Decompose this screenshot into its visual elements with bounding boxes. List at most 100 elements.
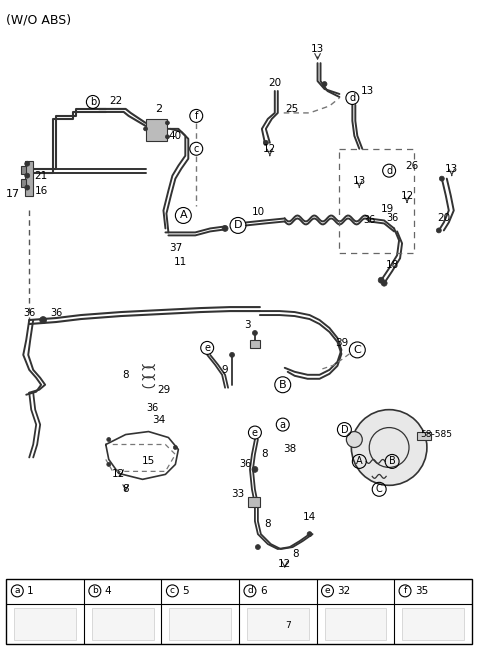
Text: 8: 8 <box>122 484 129 495</box>
Text: 14: 14 <box>303 512 316 522</box>
Text: 4: 4 <box>105 586 111 596</box>
Bar <box>247 608 309 640</box>
Text: 20: 20 <box>437 214 450 223</box>
Circle shape <box>436 228 441 233</box>
Text: C: C <box>353 345 361 355</box>
Text: 11: 11 <box>174 257 187 267</box>
Text: b: b <box>92 586 98 595</box>
Text: 34: 34 <box>152 415 165 424</box>
Text: 26: 26 <box>406 160 419 171</box>
Text: 35: 35 <box>415 586 428 596</box>
Bar <box>250 340 260 348</box>
Bar <box>348 618 363 629</box>
Circle shape <box>229 352 235 358</box>
Text: 8: 8 <box>122 370 129 380</box>
Text: f: f <box>194 111 198 121</box>
Bar <box>43 620 51 627</box>
Text: 2: 2 <box>155 104 162 114</box>
Text: A: A <box>356 457 362 466</box>
Text: (W/O ABS): (W/O ABS) <box>6 13 72 26</box>
Bar <box>169 608 231 640</box>
Bar <box>343 614 367 633</box>
Bar <box>115 616 131 631</box>
Circle shape <box>378 277 384 283</box>
Circle shape <box>166 135 169 139</box>
Bar <box>118 619 128 629</box>
Bar <box>339 149 414 253</box>
Text: b: b <box>90 97 96 107</box>
Text: 6: 6 <box>260 586 266 596</box>
Bar <box>6 579 472 644</box>
Circle shape <box>351 409 427 485</box>
Bar <box>145 119 168 141</box>
Circle shape <box>255 544 260 550</box>
Text: 36: 36 <box>50 308 62 318</box>
Text: 12: 12 <box>400 191 414 200</box>
Text: 38: 38 <box>283 445 296 455</box>
Text: e: e <box>324 586 330 595</box>
Circle shape <box>144 127 147 131</box>
Text: 39: 39 <box>335 338 348 348</box>
Text: 19: 19 <box>381 204 394 214</box>
Bar <box>192 614 208 633</box>
Bar <box>14 608 76 640</box>
Text: 15: 15 <box>142 457 155 466</box>
Text: 58-585: 58-585 <box>420 430 452 439</box>
Text: 36: 36 <box>363 215 375 225</box>
Text: 36: 36 <box>23 308 36 318</box>
Bar <box>21 166 26 174</box>
Text: B: B <box>279 380 287 390</box>
Text: c: c <box>193 143 199 154</box>
Circle shape <box>25 173 30 178</box>
Text: 21: 21 <box>35 171 48 181</box>
Text: 18: 18 <box>385 260 399 271</box>
Circle shape <box>25 161 30 166</box>
Text: d: d <box>247 586 253 595</box>
Text: 13: 13 <box>445 164 458 174</box>
Text: a: a <box>14 586 20 595</box>
Text: 37: 37 <box>169 244 182 253</box>
Text: 5: 5 <box>182 586 189 596</box>
Text: 8: 8 <box>264 519 271 529</box>
Circle shape <box>252 466 258 472</box>
Text: f: f <box>403 586 407 595</box>
Circle shape <box>222 225 228 231</box>
Circle shape <box>40 316 47 324</box>
Text: c: c <box>170 586 175 595</box>
Circle shape <box>381 280 387 286</box>
Text: B: B <box>389 457 396 466</box>
Text: 8: 8 <box>262 449 268 459</box>
Text: D: D <box>234 221 242 231</box>
Text: A: A <box>180 210 187 221</box>
Bar <box>35 616 47 631</box>
Text: 36: 36 <box>146 403 158 413</box>
Bar <box>21 179 26 187</box>
Text: C: C <box>376 484 383 495</box>
Text: 29: 29 <box>157 384 170 395</box>
Text: D: D <box>341 424 348 434</box>
Text: 12: 12 <box>112 470 125 479</box>
Text: 36: 36 <box>386 214 398 223</box>
Circle shape <box>264 140 268 145</box>
Circle shape <box>173 445 178 449</box>
Text: 36: 36 <box>239 459 251 470</box>
Text: 33: 33 <box>231 489 245 499</box>
Circle shape <box>290 612 294 616</box>
Circle shape <box>307 532 312 536</box>
Circle shape <box>252 331 257 335</box>
Text: 40: 40 <box>169 131 182 141</box>
Text: 13: 13 <box>311 44 324 54</box>
Bar <box>248 497 260 507</box>
Text: 13: 13 <box>360 86 374 96</box>
Bar <box>196 618 204 629</box>
Text: 8: 8 <box>292 549 299 559</box>
Text: 17: 17 <box>6 189 20 198</box>
Text: 12: 12 <box>263 143 276 154</box>
Circle shape <box>107 438 111 441</box>
Text: 25: 25 <box>285 104 299 114</box>
Text: 1: 1 <box>27 586 34 596</box>
Circle shape <box>166 121 169 125</box>
Circle shape <box>322 81 327 86</box>
Bar <box>402 608 464 640</box>
Text: 9: 9 <box>222 365 228 375</box>
